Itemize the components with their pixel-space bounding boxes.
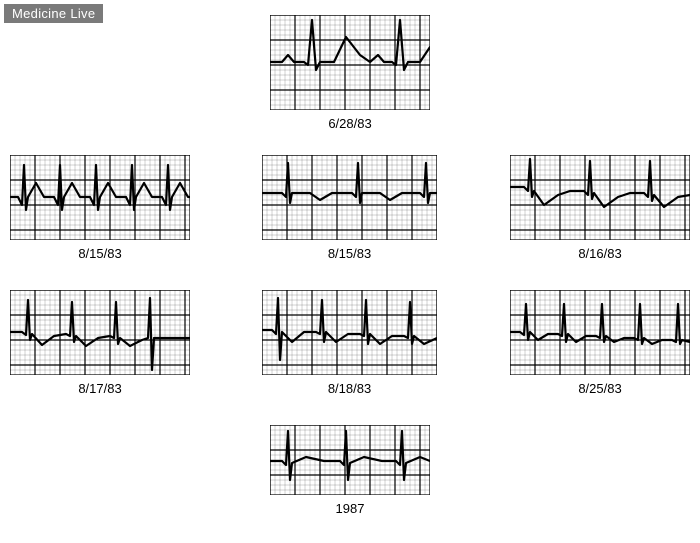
ecg-grid-trace: [510, 155, 690, 240]
watermark-badge: Medicine Live: [4, 4, 103, 23]
panel-date-label: 1987: [270, 501, 430, 516]
ecg-panel-p2: 8/15/83: [10, 155, 190, 261]
ecg-grid-trace: [10, 290, 190, 375]
ecg-panel-p4: 8/16/83: [510, 155, 690, 261]
ecg-panel-p6: 8/18/83: [262, 290, 437, 396]
panel-date-label: 8/16/83: [510, 246, 690, 261]
ecg-grid-trace: [270, 425, 430, 495]
panel-date-label: 6/28/83: [270, 116, 430, 131]
panel-date-label: 8/17/83: [10, 381, 190, 396]
ecg-grid-trace: [262, 290, 437, 375]
ecg-grid-trace: [10, 155, 190, 240]
ecg-grid-trace: [262, 155, 437, 240]
panel-date-label: 8/15/83: [10, 246, 190, 261]
panel-date-label: 8/15/83: [262, 246, 437, 261]
ecg-panel-p5: 8/17/83: [10, 290, 190, 396]
ecg-grid-trace: [510, 290, 690, 375]
ecg-panel-p7: 8/25/83: [510, 290, 690, 396]
panel-date-label: 8/18/83: [262, 381, 437, 396]
ecg-grid-trace: [270, 15, 430, 110]
ecg-panel-p1: 6/28/83: [270, 15, 430, 131]
ecg-panel-p8: 1987: [270, 425, 430, 516]
panel-date-label: 8/25/83: [510, 381, 690, 396]
ecg-panel-p3: 8/15/83: [262, 155, 437, 261]
